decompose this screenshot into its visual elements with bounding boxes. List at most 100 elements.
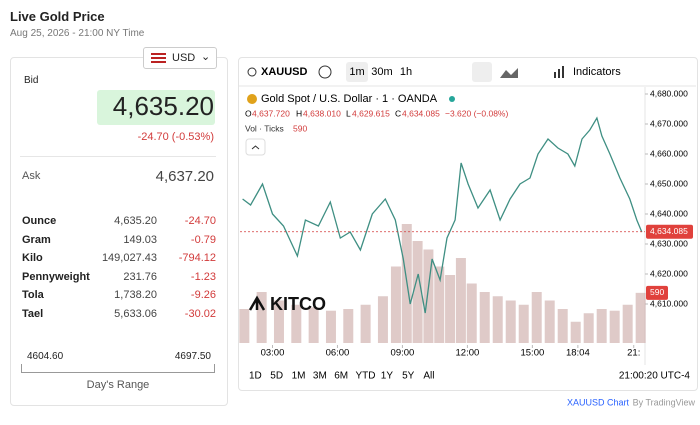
range-button[interactable]: 3M	[313, 371, 327, 382]
area-icon[interactable]	[500, 68, 518, 78]
unit: Tael	[22, 307, 44, 320]
volume-bar	[291, 304, 302, 343]
volume-bar	[377, 296, 388, 343]
status-dot	[449, 96, 455, 102]
volume-bar	[360, 304, 371, 343]
last-price-tag	[646, 224, 693, 239]
x-tick-label: 09:00	[391, 348, 415, 359]
unit-change: -794.12	[178, 252, 216, 264]
search-icon[interactable]	[247, 67, 257, 77]
symbol[interactable]: XAUUSD	[261, 66, 308, 78]
c-label: C	[395, 108, 401, 118]
logo: KITCO	[270, 294, 326, 314]
flag	[151, 53, 166, 63]
bid-label: Bid	[24, 75, 39, 86]
vol-label: Vol · Ticks	[245, 123, 284, 133]
range-button[interactable]: 1Y	[381, 371, 394, 382]
h: 4,638.010	[303, 108, 341, 118]
range-high: 4697.50	[174, 351, 211, 362]
quote-panel	[10, 57, 228, 406]
date: Aug 25, 2026 - 21:00 NY Time	[10, 28, 145, 39]
interval[interactable]: 1m	[349, 66, 364, 78]
price: 1,738.20	[114, 289, 157, 301]
unit-change: -1.23	[190, 270, 216, 283]
y-tick-label: 4,620.000	[650, 268, 688, 278]
price: 4,635.20	[114, 215, 157, 227]
x-tick-label: 21:	[627, 348, 640, 359]
range-button[interactable]: 5Y	[402, 371, 415, 382]
c: 4,634.085	[402, 108, 440, 118]
volume-bar	[308, 307, 319, 343]
volume-bar	[239, 309, 250, 343]
l: 4,629.615	[352, 108, 390, 118]
unit-change: -0.79	[190, 233, 216, 246]
volume-bar	[596, 309, 607, 343]
interval[interactable]: 30m	[371, 66, 392, 78]
volume-bar	[325, 310, 336, 343]
volume-bar	[434, 266, 445, 343]
title: Live Gold Price	[10, 9, 105, 24]
volume-bar	[412, 241, 423, 343]
price: 149,027.43	[101, 252, 157, 264]
range-button[interactable]: 5D	[270, 371, 283, 382]
volume-bar	[256, 292, 267, 343]
h-label: H	[296, 108, 302, 118]
y-tick-label: 4,630.000	[650, 238, 688, 248]
last-price-label: 4,634.085	[650, 226, 688, 236]
y-tick-label: 4,640.000	[650, 208, 688, 218]
footer-by: By TradingView	[633, 397, 696, 407]
volume-tag	[646, 285, 668, 300]
range-button[interactable]: 1M	[292, 371, 306, 382]
volume-bar	[544, 300, 555, 343]
l-label: L	[346, 108, 351, 118]
volume-bar	[505, 300, 516, 343]
indicators-icon[interactable]	[554, 66, 564, 78]
volume-bar	[570, 321, 581, 343]
price: 5,633.06	[114, 307, 157, 320]
collapse-icon	[251, 145, 260, 150]
range-button[interactable]: All	[423, 371, 434, 382]
volume-bar	[531, 292, 542, 343]
indicators[interactable]: Indicators	[573, 66, 621, 78]
price: 231.76	[123, 270, 157, 283]
range-button[interactable]: 1D	[249, 371, 262, 382]
collapse-button[interactable]	[245, 138, 266, 156]
currency: USD	[172, 52, 196, 64]
x-tick-label: 18:04	[566, 348, 590, 359]
ohlc: O 4,637.720 H 4,638.010 L 4,629.615 C 4,…	[245, 108, 508, 133]
unit: Ounce	[22, 215, 57, 227]
range-button[interactable]: YTD	[356, 371, 376, 382]
chart-panel	[238, 57, 698, 391]
range-low: 4604.60	[27, 351, 64, 362]
price-line	[242, 116, 643, 314]
volume-bar	[423, 249, 434, 343]
volume-bar	[557, 309, 568, 343]
volume-bar	[466, 283, 477, 343]
unit-change: -30.02	[184, 307, 216, 320]
volume-bar	[390, 266, 401, 343]
chevron: ⌄	[201, 51, 211, 63]
footer-link[interactable]: XAUUSD Chart	[567, 397, 630, 407]
volume-bar	[273, 300, 284, 343]
volume-bar	[343, 309, 354, 343]
volume-label: 590	[650, 287, 664, 297]
y-tick-label: 4,680.000	[650, 88, 688, 98]
unit-change: -9.26	[190, 289, 216, 301]
unit-change: -24.70	[184, 215, 216, 227]
active-interval-bg	[346, 62, 368, 82]
volume-bar	[518, 304, 529, 343]
y-tick-label: 4,660.000	[650, 148, 688, 158]
bid: 4,635.20	[112, 91, 214, 121]
range-button[interactable]: 6M	[334, 371, 348, 382]
currency-select[interactable]: USD ⌄	[143, 47, 217, 69]
o-label: O	[245, 108, 252, 118]
legend-change: −3.620 (−0.08%)	[445, 108, 508, 118]
add-button[interactable]	[318, 65, 332, 79]
unit: Kilo	[22, 252, 43, 264]
y-tick-label: 4,650.000	[650, 178, 688, 188]
interval[interactable]: 1h	[400, 66, 412, 78]
chart-type-button[interactable]	[472, 62, 492, 82]
x-tick-label: 15:00	[520, 348, 544, 359]
